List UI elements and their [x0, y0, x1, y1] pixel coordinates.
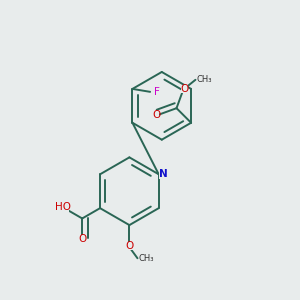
FancyBboxPatch shape: [152, 111, 159, 119]
Text: O: O: [180, 84, 189, 94]
Text: O: O: [125, 241, 134, 251]
FancyBboxPatch shape: [79, 235, 86, 243]
Text: CH₃: CH₃: [197, 75, 212, 84]
FancyBboxPatch shape: [152, 87, 161, 96]
FancyBboxPatch shape: [126, 242, 133, 250]
FancyBboxPatch shape: [56, 203, 69, 211]
Text: F: F: [154, 87, 160, 97]
FancyBboxPatch shape: [159, 170, 167, 179]
FancyBboxPatch shape: [181, 85, 188, 93]
Text: HO: HO: [55, 202, 71, 212]
Text: O: O: [152, 110, 160, 120]
Text: N: N: [159, 169, 167, 179]
Text: CH₃: CH₃: [139, 254, 154, 263]
Text: O: O: [78, 234, 86, 244]
